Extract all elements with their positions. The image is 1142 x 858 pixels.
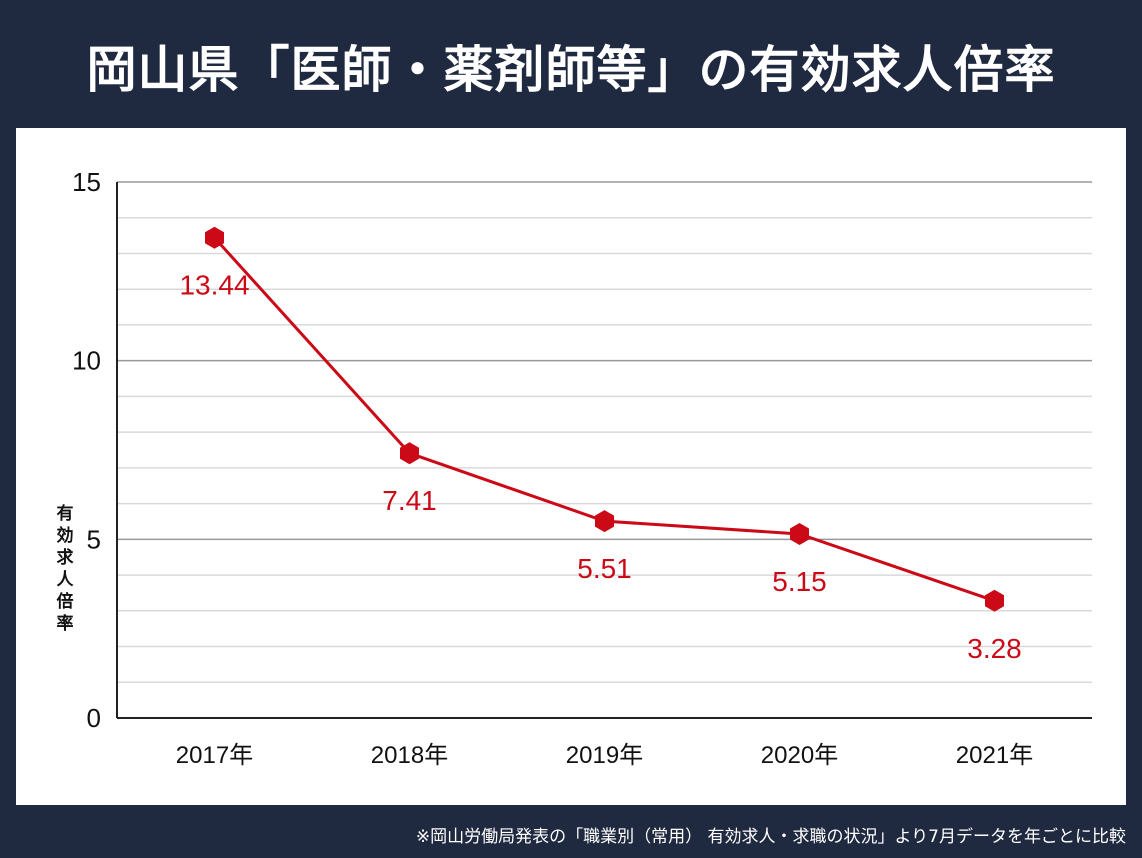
data-point: [205, 226, 224, 249]
data-point: [790, 523, 809, 545]
data-point: [400, 442, 419, 465]
chart-panel: 0 5 10 15 2017年 2018年 2019年 2020年 2021年 13.44 7.41…: [16, 128, 1126, 805]
data-label: 13.44: [179, 270, 249, 301]
y-axis-label-char: 人: [56, 570, 74, 590]
y-tick-label: 0: [87, 703, 101, 733]
x-tick-label: 2020年: [761, 742, 838, 769]
series-line: [213, 236, 995, 603]
data-point: [985, 589, 1004, 612]
data-label: 5.51: [577, 553, 632, 584]
footnote: ※岡山労働局発表の「職業別（常用） 有効求人・求職の状況」より7月データを年ごと…: [415, 827, 1126, 847]
page-title: 岡山県「医師・薬剤師等」の有効求人倍率: [86, 41, 1056, 99]
data-label: 5.15: [772, 566, 827, 597]
y-axis-label-char: 率: [56, 614, 74, 634]
y-tick-label: 10: [72, 346, 101, 376]
y-tick-label: 5: [87, 524, 101, 554]
y-axis-label-char: 有: [56, 504, 74, 524]
line-chart: 0 5 10 15 2017年 2018年 2019年 2020年 2021年 13.44 7.41…: [72, 167, 1092, 769]
y-axis-label-char: 求: [56, 548, 74, 568]
y-axis-label-char: 倍: [56, 592, 74, 612]
y-axis-label-char: 効: [56, 526, 74, 546]
data-label: 3.28: [967, 633, 1022, 664]
x-tick-label: 2018年: [371, 742, 448, 769]
y-axis-label: 有効求人倍率: [54, 503, 76, 635]
y-tick-label: 15: [72, 167, 101, 197]
data-point: [595, 510, 614, 533]
data-label: 7.41: [382, 485, 437, 516]
x-tick-label: 2019年: [566, 742, 643, 769]
x-tick-label: 2021年: [956, 742, 1033, 769]
x-tick-label: 2017年: [176, 742, 253, 769]
